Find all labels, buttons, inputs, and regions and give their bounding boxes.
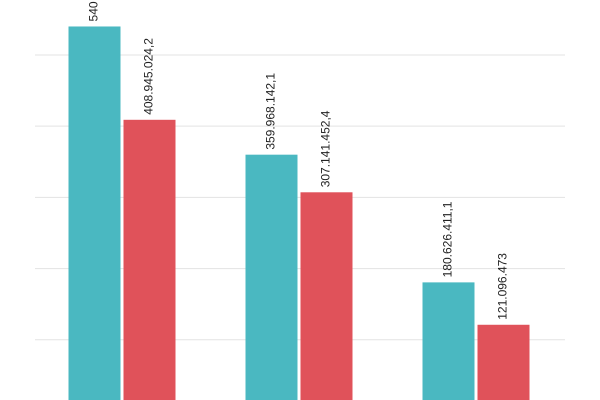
bar xyxy=(245,154,298,400)
value-label: 180.626.411,1 xyxy=(441,201,455,277)
bar xyxy=(300,192,353,400)
value-label: 540 xyxy=(87,1,101,21)
value-label: 121.096.473 xyxy=(496,253,510,320)
bar xyxy=(477,324,530,400)
bar xyxy=(422,282,475,400)
bar xyxy=(123,119,176,400)
value-label: 408.945.024,2 xyxy=(142,38,156,115)
value-label: 307.141.452,4 xyxy=(319,110,333,187)
value-label: 359.968.142,1 xyxy=(264,73,278,150)
bar xyxy=(68,26,121,400)
